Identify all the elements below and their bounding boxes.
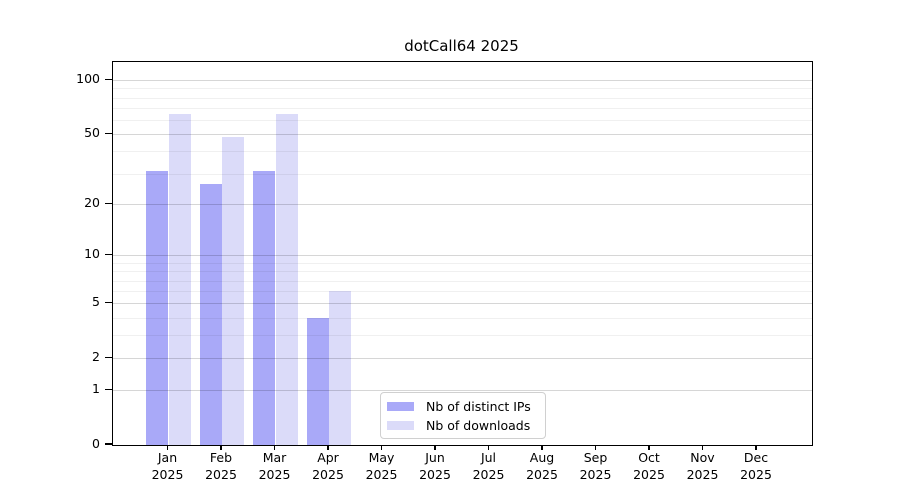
x-tick-label-sep: Sep 2025	[568, 449, 624, 483]
x-tick-label-nov: Nov 2025	[675, 449, 731, 483]
x-tick-mark-mar	[273, 445, 276, 450]
x-tick-year: 2025	[579, 467, 612, 482]
y-tick-mark-20	[105, 202, 112, 204]
gridline-5	[113, 303, 812, 305]
x-tick-year: 2025	[740, 467, 772, 482]
legend-label: Nb of distinct IPs	[426, 398, 531, 414]
gridline-100	[113, 80, 812, 82]
plot-area: Nb of distinct IPs Nb of downloads	[112, 61, 813, 446]
y-tick-mark-10	[105, 253, 112, 255]
y-tick-label-1: 1	[92, 381, 100, 397]
gridline-50	[113, 134, 812, 136]
x-tick-year: 2025	[312, 467, 344, 482]
y-tick-label-5: 5	[92, 294, 100, 310]
y-tick-label-2: 2	[92, 349, 100, 365]
x-tick-mark-jun	[434, 445, 436, 450]
bar-feb-distinct-ips	[199, 184, 222, 445]
gridline-8	[113, 271, 812, 273]
gridline-9	[113, 262, 812, 264]
x-tick-mark-jul	[487, 445, 490, 450]
x-tick-label-jun: Jun 2025	[407, 449, 463, 483]
bar-jan-downloads	[168, 113, 191, 445]
x-tick-label-may: May 2025	[354, 449, 410, 483]
y-tick-label-50: 50	[84, 125, 100, 141]
x-tick-year: 2025	[686, 467, 719, 482]
gridline-40	[113, 151, 812, 153]
x-tick-mark-may	[380, 445, 383, 450]
x-tick-label-mar: Mar 2025	[247, 449, 303, 483]
legend-label: Nb of downloads	[426, 417, 531, 433]
x-tick-mark-dec	[755, 445, 757, 450]
downloads-swatch	[387, 420, 414, 430]
bar-mar-distinct-ips	[253, 171, 276, 445]
x-tick-label-feb: Feb 2025	[193, 449, 249, 483]
legend: Nb of distinct IPs Nb of downloads	[380, 392, 546, 439]
gridline-3	[113, 335, 812, 337]
gridline-80	[113, 97, 812, 99]
y-tick-label-10: 10	[84, 246, 100, 262]
x-tick-year: 2025	[419, 467, 451, 482]
x-tick-year: 2025	[258, 467, 291, 482]
gridline-30	[113, 173, 812, 175]
gridline-7	[113, 280, 812, 282]
x-tick-mark-sep	[594, 445, 597, 450]
x-tick-label-aug: Aug 2025	[514, 449, 570, 483]
x-tick-year: 2025	[526, 467, 558, 482]
gridline-60	[113, 120, 812, 121]
gridline-2	[113, 358, 812, 360]
x-tick-mark-apr	[327, 445, 329, 450]
x-tick-year: 2025	[205, 467, 237, 482]
bar-mar-downloads	[275, 113, 298, 445]
y-tick-label-100: 100	[76, 71, 100, 87]
legend-item-downloads: Nb of downloads	[387, 417, 537, 433]
x-tick-mark-aug	[541, 445, 543, 450]
gridline-70	[113, 108, 812, 109]
x-tick-label-apr: Apr 2025	[300, 449, 356, 483]
x-tick-year: 2025	[365, 467, 398, 482]
x-tick-label-dec: Dec 2025	[728, 449, 784, 483]
bar-apr-downloads	[329, 291, 352, 445]
y-tick-mark-0	[105, 443, 112, 445]
x-tick-year: 2025	[472, 467, 505, 482]
bar-apr-distinct-ips	[306, 317, 329, 445]
gridline-6	[113, 291, 812, 293]
y-tick-mark-50	[105, 132, 112, 134]
gridline-1	[113, 390, 812, 392]
x-tick-label-jan: Jan 2025	[140, 449, 196, 483]
bar-jan-distinct-ips	[146, 171, 169, 445]
x-tick-mark-feb	[220, 445, 222, 450]
gridline-20	[113, 204, 812, 206]
y-tick-mark-1	[105, 388, 112, 390]
gridline-4	[113, 317, 812, 319]
x-tick-year: 2025	[151, 467, 184, 482]
gridline-10	[113, 255, 812, 257]
y-tick-mark-5	[105, 301, 112, 303]
y-tick-mark-2	[105, 356, 112, 358]
y-tick-label-20: 20	[84, 195, 100, 211]
bars-layer	[113, 62, 812, 445]
grid-layer	[113, 62, 812, 445]
x-tick-mark-oct	[648, 445, 650, 450]
legend-item-distinct-ips: Nb of distinct IPs	[387, 398, 537, 414]
gridline-90	[113, 88, 812, 90]
x-tick-label-oct: Oct 2025	[621, 449, 677, 483]
y-tick-label-0: 0	[92, 436, 100, 451]
y-tick-mark-100	[105, 78, 112, 80]
x-tick-label-jul: Jul 2025	[461, 449, 517, 483]
chart-title: dotCall64 2025	[404, 37, 519, 55]
x-tick-mark-jan	[166, 445, 169, 450]
distinct-ips-swatch	[387, 401, 414, 411]
x-tick-mark-nov	[701, 445, 704, 450]
x-tick-year: 2025	[633, 467, 665, 482]
bar-feb-downloads	[222, 137, 245, 445]
